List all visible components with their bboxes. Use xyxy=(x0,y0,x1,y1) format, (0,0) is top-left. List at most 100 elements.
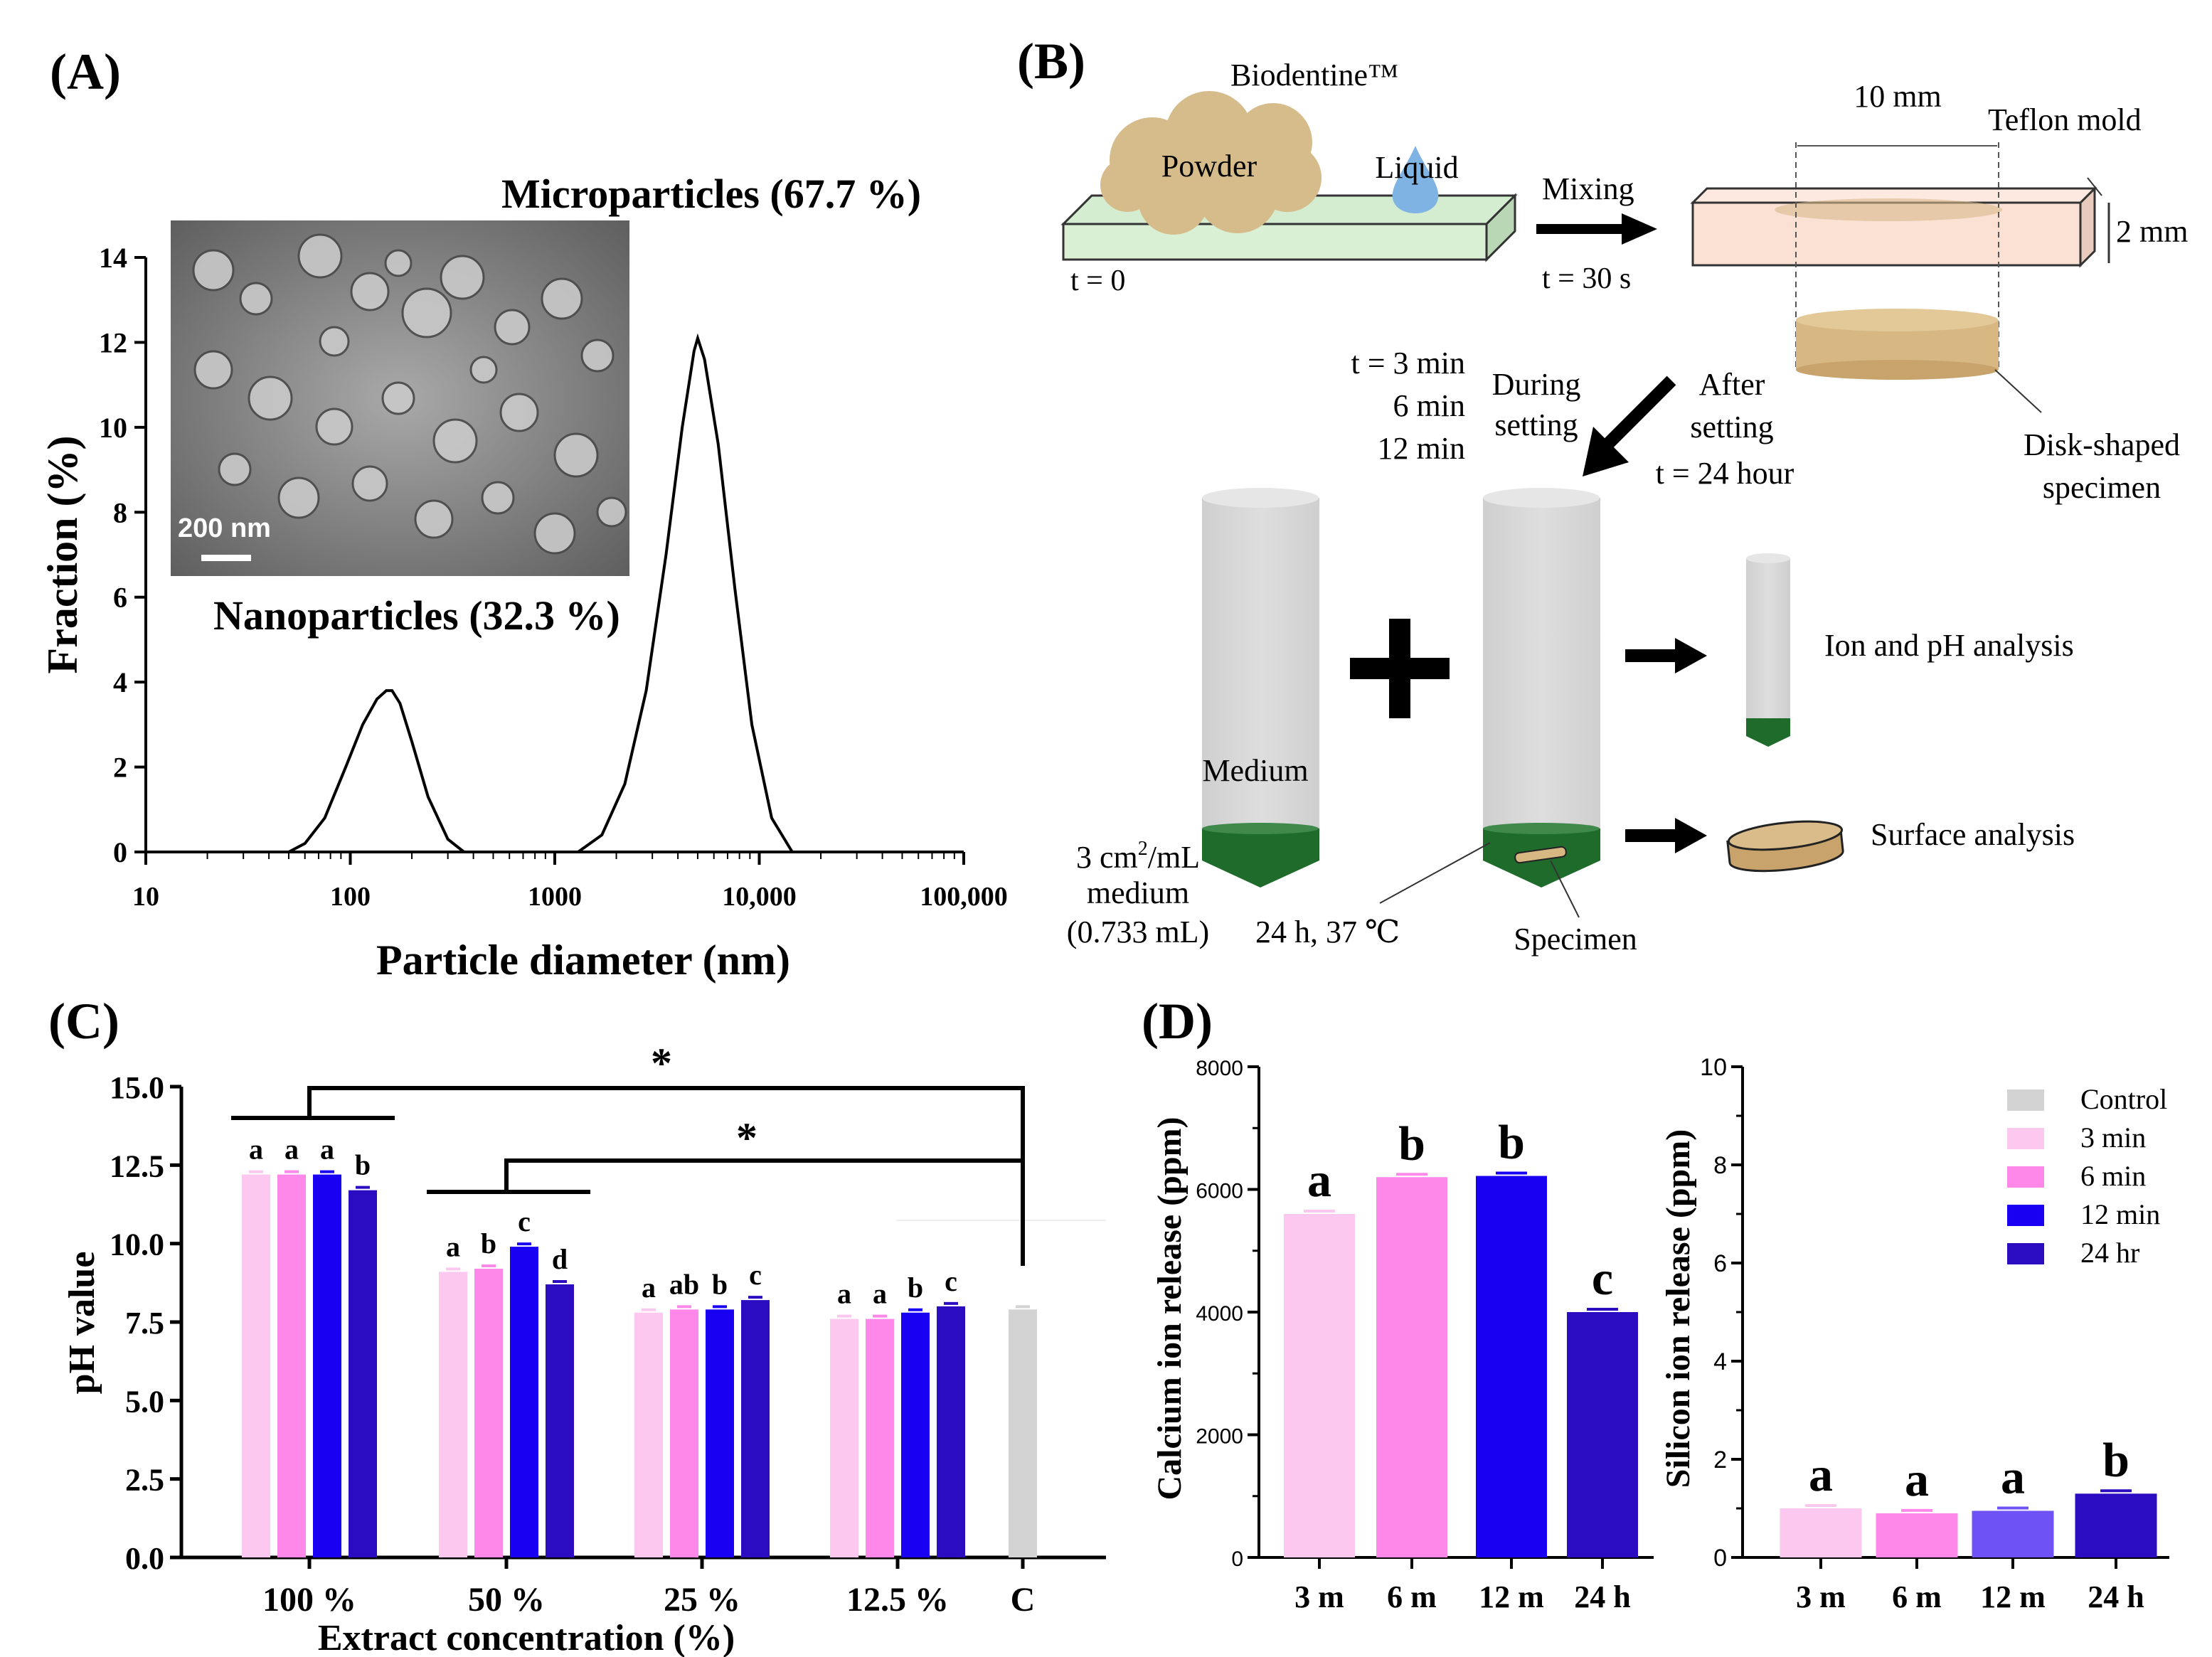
t6-label: 6 min xyxy=(1393,388,1465,423)
ratio-label: 3 cm2/mL xyxy=(1076,838,1200,875)
t30-label: t = 30 s xyxy=(1542,262,1631,295)
bar xyxy=(474,1268,503,1557)
bar xyxy=(1009,1309,1037,1557)
x-tick-label: 3 m xyxy=(1294,1579,1344,1614)
after-label-1: After xyxy=(1699,367,1765,402)
bar xyxy=(277,1174,306,1557)
panel-a-label: (A) xyxy=(50,43,121,100)
legend-label: 3 min xyxy=(2080,1121,2146,1153)
significance-letter: b xyxy=(1398,1116,1425,1170)
x-tick-label: 100 % xyxy=(262,1581,356,1619)
medium-label: Medium xyxy=(1202,753,1308,788)
teflon-mold xyxy=(1690,186,2097,268)
panel-b: (B) Biodentine™ Powder Liquid t = 0 Mixi… xyxy=(1017,33,2188,957)
medium-tube xyxy=(1202,488,1319,888)
y-tick-label: 2 xyxy=(1713,1446,1727,1474)
mold-label: Teflon mold xyxy=(1988,102,2142,137)
y-tick-label: 15.0 xyxy=(110,1070,164,1105)
mixing-label: Mixing xyxy=(1542,171,1634,206)
x-tick-label: 10 xyxy=(132,882,159,912)
x-tick-label: 100 xyxy=(330,882,371,912)
width-label: 10 mm xyxy=(1854,79,1941,114)
size-distribution-line xyxy=(288,333,794,853)
liquid-drop-icon xyxy=(1392,146,1439,213)
significance-letter: b xyxy=(712,1268,728,1300)
significance-letter: b xyxy=(2102,1432,2129,1486)
x-tick-label: 6 m xyxy=(1387,1579,1437,1614)
y-tick-label: 0 xyxy=(1713,1545,1727,1572)
y-tick-label: 6000 xyxy=(1196,1180,1243,1203)
y-tick-label: 12 xyxy=(99,326,127,358)
legend-label: Control xyxy=(2080,1083,2167,1115)
legend-swatch xyxy=(2007,1128,2044,1149)
liquid-label: Liquid xyxy=(1375,150,1458,185)
biodentine-label: Biodentine™ xyxy=(1230,58,1398,92)
legend-label: 24 hr xyxy=(2080,1237,2139,1269)
significance-letter: d xyxy=(552,1243,568,1275)
legend-label: 6 min xyxy=(2080,1160,2146,1192)
y-tick-label: 8000 xyxy=(1196,1057,1243,1080)
significance-letter: b xyxy=(908,1272,923,1304)
significance-letter: a xyxy=(1307,1153,1331,1207)
bar xyxy=(349,1190,377,1557)
panel-a-ylabel: Fraction (%) xyxy=(39,436,86,674)
x-tick-label: 25 % xyxy=(664,1581,740,1619)
x-tick-label: 24 h xyxy=(2088,1579,2144,1614)
scale-bar xyxy=(201,555,251,561)
significance-letter: b xyxy=(1498,1115,1525,1169)
significance-letter: a xyxy=(837,1278,851,1310)
significance-letter: a xyxy=(1905,1452,1929,1506)
thickness-label: 2 mm xyxy=(2116,214,2188,249)
powder-label: Powder xyxy=(1161,149,1257,183)
bar xyxy=(741,1300,770,1557)
t24-label: t = 24 hour xyxy=(1656,456,1794,491)
x-tick-label: 3 m xyxy=(1796,1579,1846,1614)
y-tick-label: 2 xyxy=(113,752,127,784)
panel-d-label: (D) xyxy=(1142,993,1213,1050)
x-tick-label: 6 m xyxy=(1892,1579,1942,1614)
silicon-ylabel: Silicon ion release (ppm) xyxy=(1659,1129,1697,1488)
bar xyxy=(439,1272,467,1557)
bar xyxy=(1376,1177,1447,1557)
x-tick-label: C xyxy=(1011,1581,1036,1619)
during-label-2: setting xyxy=(1494,407,1578,442)
y-tick-label: 6 xyxy=(113,582,127,614)
significance-letter: a xyxy=(446,1230,460,1262)
significance-letter: c xyxy=(1592,1251,1613,1305)
silicon-axes: 0 2 4 6 8 10 3 m 6 m 12 m 24 h xyxy=(1700,1054,2169,1614)
significance-letter: b xyxy=(481,1227,496,1259)
panel-c-ylabel: pH value xyxy=(62,1252,102,1395)
legend-label: 12 min xyxy=(2080,1198,2160,1230)
y-tick-label: 5.0 xyxy=(125,1384,164,1419)
bar xyxy=(670,1309,698,1557)
significance-brackets xyxy=(231,1086,1025,1266)
bar xyxy=(1284,1214,1355,1557)
significance-star-2: * xyxy=(736,1114,757,1161)
y-tick-label: 7.5 xyxy=(125,1306,164,1341)
calcium-bars: a b b c xyxy=(1284,1115,1638,1557)
x-tick-label: 12 m xyxy=(1479,1579,1544,1614)
y-tick-label: 10 xyxy=(1700,1054,1727,1081)
legend-swatch xyxy=(2007,1205,2044,1226)
scale-bar-label: 200 nm xyxy=(178,513,271,543)
y-tick-label: 2.5 xyxy=(125,1463,164,1498)
calcium-axes: 0 2000 4000 6000 8000 3 m 6 m 12 m 24 h xyxy=(1196,1057,1654,1614)
legend: Control 3 min 6 min 12 min 24 hr xyxy=(2007,1083,2167,1269)
t12-label: 12 min xyxy=(1378,431,1465,466)
surface-disk xyxy=(1726,820,1844,873)
legend-swatch xyxy=(2007,1089,2044,1111)
y-tick-label: 0 xyxy=(1231,1547,1243,1571)
incubation-label: 24 h, 37 ℃ xyxy=(1255,915,1400,949)
panel-c-xlabel: Extract concentration (%) xyxy=(318,1618,735,1657)
significance-letter: c xyxy=(518,1205,531,1237)
small-tube xyxy=(1746,553,1790,747)
significance-letter: a xyxy=(320,1134,334,1166)
bar xyxy=(634,1312,663,1557)
surface-analysis-label: Surface analysis xyxy=(1871,817,2075,852)
significance-letter: a xyxy=(873,1278,887,1310)
specimen-tube xyxy=(1483,488,1600,888)
disk-label-1: Disk-shaped xyxy=(2024,427,2180,462)
x-tick-label: 10,000 xyxy=(722,882,797,912)
